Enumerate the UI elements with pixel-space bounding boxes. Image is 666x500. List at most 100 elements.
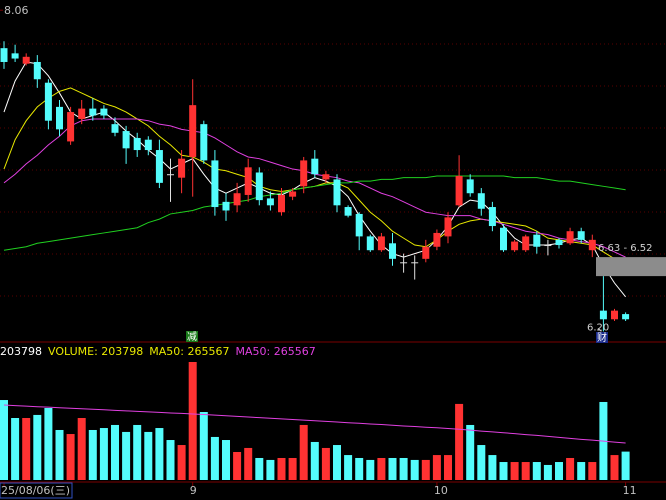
candle-body <box>389 243 396 259</box>
gap-label: 6.63 - 6.52 <box>598 243 653 254</box>
candle-body <box>33 61 41 80</box>
candle-body <box>455 175 463 206</box>
candle-body <box>566 231 574 244</box>
candle-body <box>167 174 174 176</box>
x-tick-label: 11 <box>623 484 637 497</box>
volume-ma-line <box>3 404 626 444</box>
candle-body <box>544 245 552 247</box>
candle-body <box>588 239 596 251</box>
volume-bar <box>99 428 108 480</box>
volume-bar <box>255 457 264 480</box>
candle-body <box>11 53 19 59</box>
y-tick-label: 8.06 <box>4 4 29 17</box>
candle-body <box>178 158 186 178</box>
candle-body <box>111 124 119 133</box>
volume-bar <box>122 431 131 480</box>
volume-bar <box>388 457 397 480</box>
candle-body <box>355 213 363 237</box>
candle-body <box>511 241 519 251</box>
date-box <box>0 482 73 499</box>
volume-legend: MA50: 265567 <box>149 345 229 358</box>
volume-bar <box>233 451 242 480</box>
volume-bar <box>499 462 508 480</box>
volume-bar <box>366 459 375 480</box>
ma-line <box>3 61 626 298</box>
candle-body <box>577 231 585 240</box>
candle-body <box>278 194 285 213</box>
candle-body <box>433 232 441 247</box>
volume-legend: MA50: 265567 <box>235 345 315 358</box>
candle-body <box>377 236 385 251</box>
candle-body <box>89 108 97 116</box>
candle-body <box>488 207 496 227</box>
ma-line <box>3 175 626 251</box>
candle-body <box>311 158 319 175</box>
volume-bar <box>344 455 353 480</box>
candle-body <box>555 239 563 246</box>
volume-bar <box>88 429 97 480</box>
candle-body <box>56 106 63 130</box>
candle-body <box>200 124 208 161</box>
candle-body <box>122 131 130 149</box>
volume-bar <box>466 424 475 480</box>
candle-body <box>611 310 618 320</box>
candle-body <box>466 179 474 194</box>
volume-bar <box>33 414 42 480</box>
x-tick-label: 25/08/06(三) <box>1 484 70 497</box>
candle-body <box>100 108 108 116</box>
marker: 财 <box>597 331 607 344</box>
candle-body <box>300 160 308 187</box>
volume-bar <box>377 457 386 480</box>
volume-bar <box>399 457 408 480</box>
volume-bar <box>11 418 20 480</box>
volume-legend: VOLUME: 203798 <box>48 345 143 358</box>
volume-bar <box>77 418 86 480</box>
volume-bar <box>444 455 452 480</box>
candle-body <box>255 172 263 201</box>
candle-body <box>599 310 607 320</box>
volume-bar <box>521 462 530 480</box>
candle-body <box>211 160 219 208</box>
volume-bar <box>288 457 297 480</box>
candle-body <box>400 262 408 264</box>
volume-bar <box>44 407 53 480</box>
volume-legend: 203798 <box>0 345 42 358</box>
candle-body <box>189 105 197 157</box>
candle-body <box>67 112 75 142</box>
candle-body <box>422 246 430 259</box>
candle-body <box>477 193 485 209</box>
volume-bar <box>66 434 75 480</box>
volume-bar <box>421 459 430 480</box>
low-pointer <box>597 327 602 332</box>
volume-bar <box>543 464 552 480</box>
volume-bar <box>610 455 619 480</box>
volume-bar <box>111 424 119 480</box>
candle-body <box>333 179 341 206</box>
low-label: 6.20 <box>587 322 609 333</box>
volume-bar <box>177 445 186 480</box>
candle-body <box>133 137 141 151</box>
volume-bar <box>166 440 175 480</box>
volume-bar <box>355 457 364 480</box>
guides <box>0 43 666 483</box>
volume-bar <box>244 447 253 480</box>
candle-body <box>533 234 541 247</box>
candle-body <box>78 108 86 119</box>
volume-bar <box>510 462 519 480</box>
x-tick-label: 10 <box>434 484 448 497</box>
volume-bar <box>477 445 486 480</box>
volume-bar <box>588 462 597 480</box>
candle-body <box>233 193 241 206</box>
volume-bar <box>321 447 330 480</box>
volume-bar <box>222 440 230 480</box>
volume-bar <box>577 462 586 480</box>
volume-bar <box>532 462 541 480</box>
candle-body <box>411 262 419 264</box>
gap-box <box>596 257 666 277</box>
candle-body <box>344 207 352 216</box>
candle-body <box>500 227 507 251</box>
volume-bar <box>333 445 341 480</box>
volume-bar <box>555 462 563 480</box>
